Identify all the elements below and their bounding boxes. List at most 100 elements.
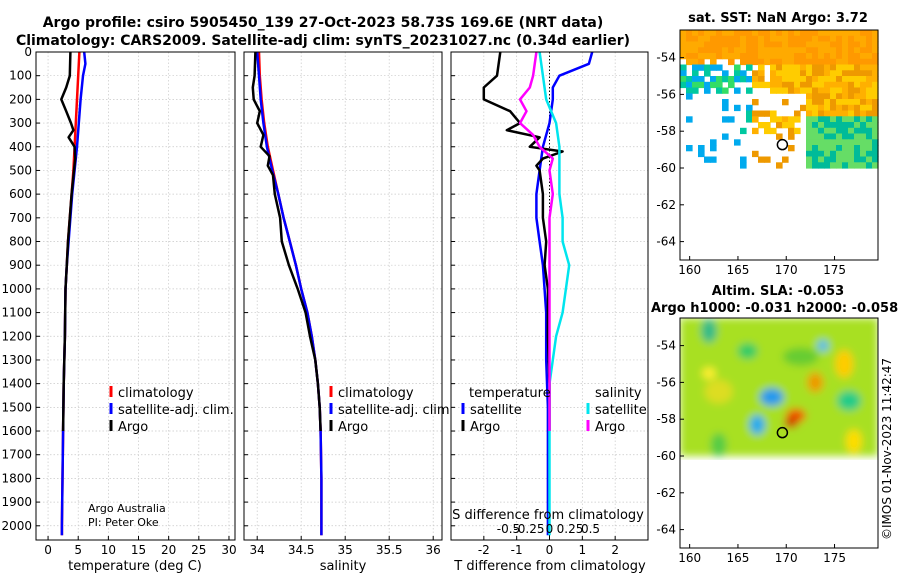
series-line-t-satellite — [535, 51, 594, 536]
sst-cell — [866, 41, 873, 48]
x-tick-label: 0 — [546, 543, 554, 557]
sst-cell — [704, 70, 711, 77]
sst-cell — [704, 47, 711, 54]
sst-cell — [872, 145, 879, 152]
sst-cell — [710, 47, 717, 54]
sst-cell — [686, 76, 693, 83]
y-tick-label: -60 — [656, 161, 676, 175]
y-tick-label: 300 — [9, 116, 32, 130]
sst-cell — [782, 35, 789, 43]
sst-cell — [830, 53, 837, 60]
sst-cell — [788, 133, 795, 140]
sst-cell — [824, 162, 831, 169]
x-tick-label: 175 — [823, 263, 846, 277]
sst-cell — [746, 30, 753, 37]
sst-cell — [722, 104, 729, 112]
sst-cell — [860, 116, 867, 123]
sst-cell — [830, 30, 837, 37]
sst-cell — [782, 53, 789, 60]
sst-cell — [860, 30, 867, 37]
sst-cell — [746, 64, 753, 71]
sst-cell — [716, 87, 723, 94]
sst-cell — [692, 81, 699, 89]
y-tick-label: -58 — [656, 124, 676, 138]
sst-cell — [818, 150, 825, 158]
y-tick-label: 1600 — [1, 424, 32, 438]
y-tick-label: 1100 — [1, 306, 32, 320]
sst-cell — [686, 145, 693, 152]
sst-cell — [830, 70, 837, 77]
sst-cell — [818, 139, 825, 146]
sst-cell — [788, 70, 795, 77]
sst-cell — [692, 47, 699, 54]
x-tick-label: 0 — [44, 543, 52, 557]
sst-cell — [842, 110, 849, 117]
sst-cell — [692, 70, 699, 77]
legend-label-satellite: satellite-adj. clim. — [118, 403, 234, 418]
sst-cell — [842, 81, 849, 89]
sst-cell — [794, 116, 801, 123]
sst-cell — [722, 87, 729, 94]
sst-cell — [710, 139, 717, 146]
sst-cell — [842, 35, 849, 43]
sst-cell — [854, 99, 861, 106]
sst-cell — [800, 70, 807, 77]
sst-cell — [842, 93, 849, 100]
sst-cell — [824, 70, 831, 77]
sst-cell — [728, 41, 735, 48]
sst-cell — [848, 156, 855, 163]
sst-cell — [872, 162, 879, 169]
y-tick-label: 1500 — [1, 400, 32, 414]
sla-anomaly — [816, 339, 829, 352]
sst-cell — [698, 47, 705, 54]
sst-cell — [806, 87, 813, 94]
sst-cell — [806, 53, 813, 60]
sst-cell — [788, 47, 795, 54]
sst-cell — [824, 93, 831, 100]
sst-cell — [836, 139, 843, 146]
sst-cell — [848, 110, 855, 117]
sst-cell — [860, 139, 867, 146]
sst-cell — [836, 133, 843, 140]
sst-cell — [830, 64, 837, 71]
sst-cell — [830, 47, 837, 54]
sst-cell — [788, 122, 795, 129]
sst-cell — [866, 122, 873, 129]
sla-map-ticks: 160 165 170 175 -54 -56 -58 -60 -62 -64 — [656, 339, 846, 565]
sst-cell — [740, 58, 747, 66]
sst-cell — [854, 133, 861, 140]
sst-cell — [836, 58, 843, 66]
sst-cell — [788, 30, 795, 37]
sst-cell — [848, 104, 855, 112]
x-tick-label: 165 — [726, 263, 749, 277]
sst-field — [680, 30, 879, 169]
sst-cell — [680, 64, 687, 71]
sst-cell — [704, 53, 711, 60]
sst-cell — [854, 139, 861, 146]
sst-cell — [866, 104, 873, 112]
sst-cell — [776, 35, 783, 43]
sst-cell — [806, 99, 813, 106]
sst-cell — [728, 81, 735, 89]
sst-cell — [818, 30, 825, 37]
difference-legend: temperature salinity satellite Argo sate… — [461, 386, 647, 435]
sst-cell — [752, 150, 759, 158]
sst-cell — [680, 47, 687, 54]
sst-cell — [716, 81, 723, 89]
sst-cell — [734, 70, 741, 77]
sst-cell — [686, 30, 693, 37]
sst-cell — [806, 41, 813, 48]
sst-map: sat. SST: NaN Argo: 3.72 160 165 170 175 -54… — [656, 11, 879, 277]
sst-cell — [698, 64, 705, 71]
sst-cell — [854, 150, 861, 158]
y-tick-label: 400 — [9, 140, 32, 154]
sst-cell — [782, 99, 789, 106]
sst-cell — [788, 58, 795, 66]
sst-cell — [836, 70, 843, 77]
sst-cell — [776, 58, 783, 66]
sst-cell — [770, 47, 777, 54]
sst-cell — [722, 41, 729, 48]
sst-cell — [848, 87, 855, 94]
y-tick-label: 1200 — [1, 329, 32, 343]
